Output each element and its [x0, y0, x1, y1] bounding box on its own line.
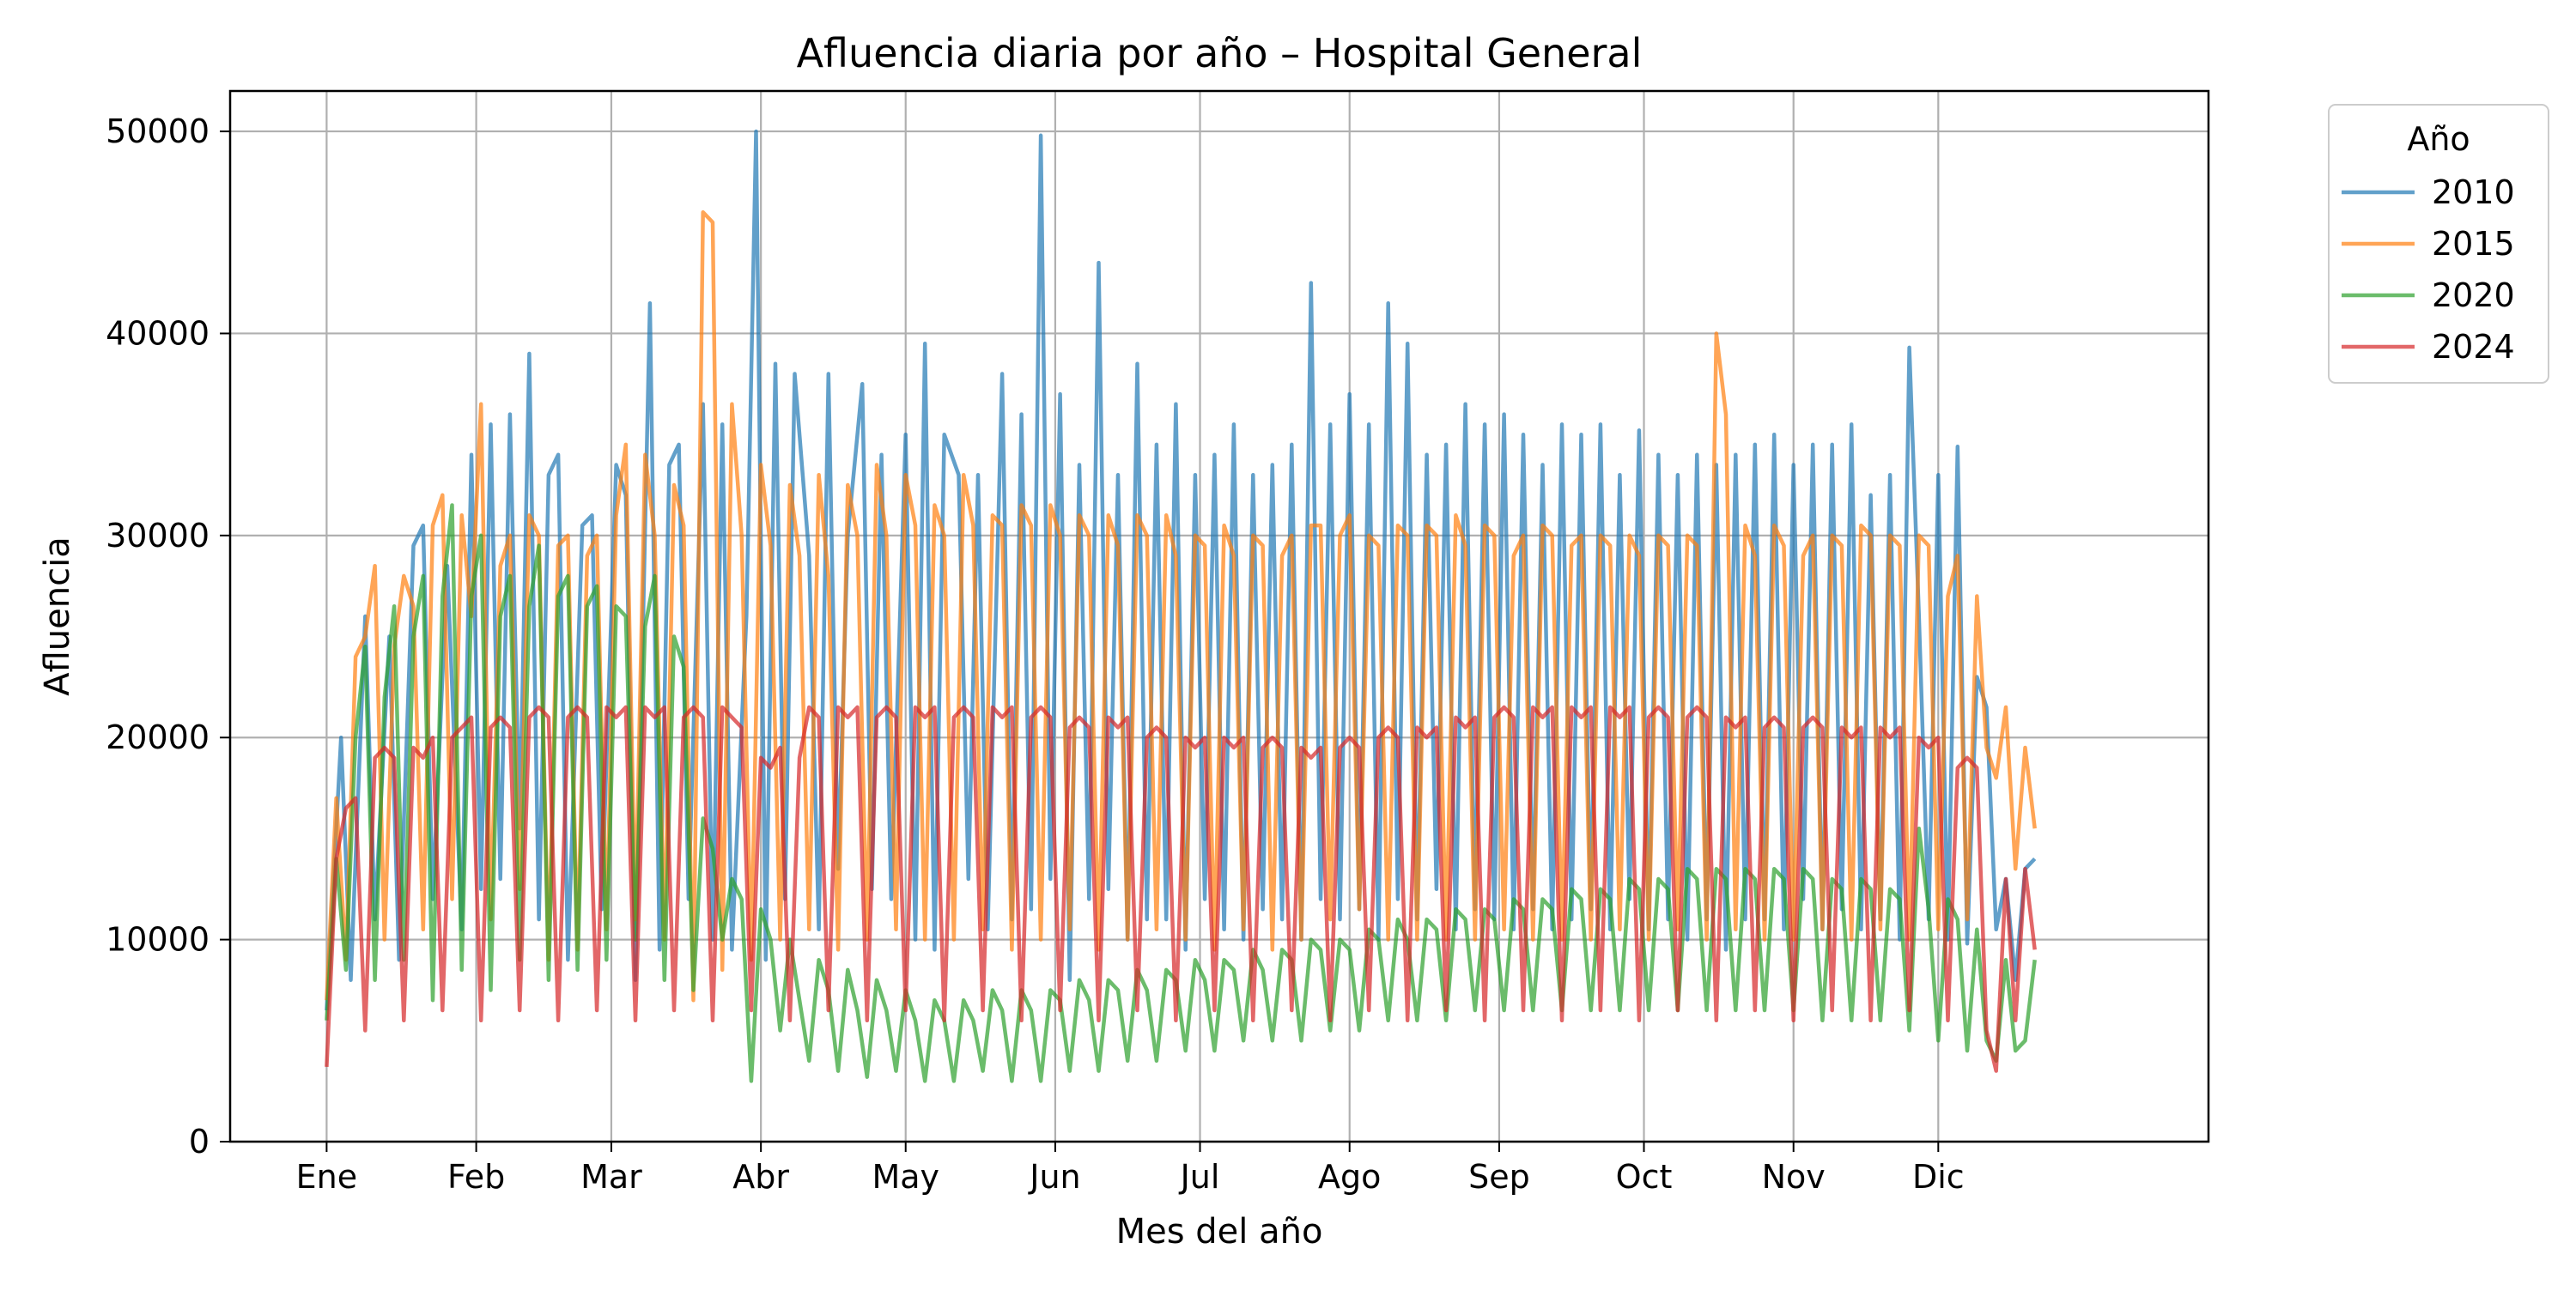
y-tick-label: 10000	[106, 921, 210, 959]
chart-title: Afluencia diaria por año – Hospital Gene…	[797, 30, 1643, 76]
x-axis-label: Mes del año	[1116, 1212, 1323, 1252]
series-line-2024	[325, 705, 2037, 1073]
y-tick-label: 20000	[106, 718, 210, 756]
legend-title: Año	[2407, 120, 2470, 158]
x-tick-label: May	[872, 1158, 939, 1196]
legend-label-2024: 2024	[2432, 328, 2515, 366]
y-tick-label: 50000	[106, 112, 210, 150]
legend-items: 2010 2015 2020 2024	[2342, 173, 2515, 366]
axis-ticks: Ene Feb Mar Abr May Jun Jul Ago Sep Oct Nov Dic 0 100…	[106, 112, 1965, 1196]
plot-frame	[228, 89, 2210, 1143]
x-tick-label: Nov	[1762, 1158, 1826, 1196]
x-tick-label: Jun	[1028, 1158, 1080, 1196]
x-tick-label: Oct	[1616, 1158, 1673, 1196]
x-tick-label: Ago	[1318, 1158, 1381, 1196]
x-tick-label: Sep	[1468, 1158, 1530, 1196]
x-tick-label: Ene	[296, 1158, 357, 1196]
x-tick-label: Mar	[580, 1158, 642, 1196]
x-tick-label: Feb	[447, 1158, 505, 1196]
x-tick-label: Jul	[1179, 1158, 1220, 1196]
legend-label-2020: 2020	[2432, 276, 2515, 314]
y-tick-label: 30000	[106, 517, 210, 555]
legend-box	[2328, 104, 2549, 384]
y-axis-label: Afluencia	[38, 536, 77, 696]
x-tick-label: Abr	[732, 1158, 789, 1196]
y-tick-label: 40000	[106, 314, 210, 352]
y-tick-label: 0	[189, 1123, 210, 1161]
legend-label-2010: 2010	[2432, 173, 2515, 211]
legend-label-2015: 2015	[2432, 225, 2515, 263]
series-lines	[325, 129, 2037, 1083]
x-tick-label: Dic	[1912, 1158, 1965, 1196]
legend: Año 2010 2015 2020 2024	[2328, 104, 2549, 384]
